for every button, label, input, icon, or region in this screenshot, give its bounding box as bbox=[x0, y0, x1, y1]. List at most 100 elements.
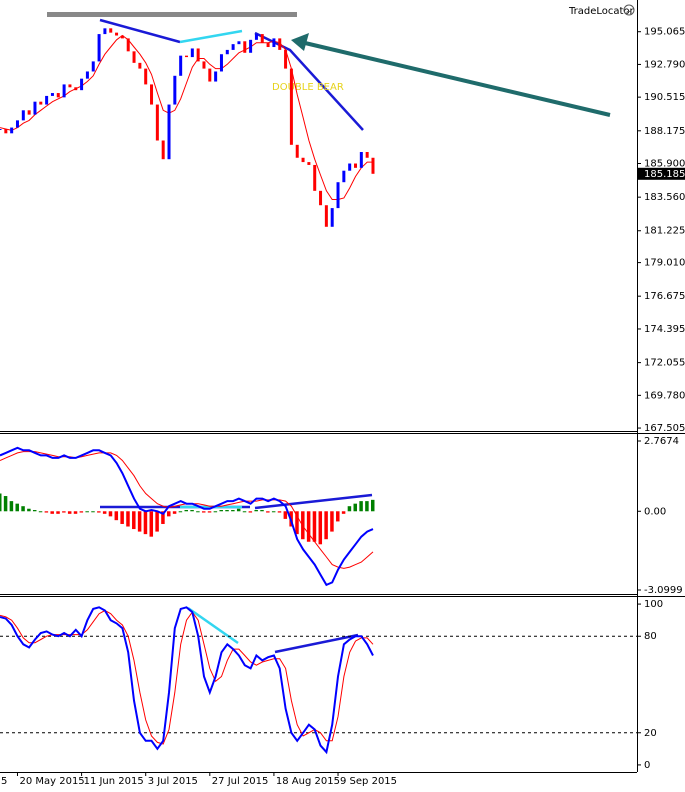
candle bbox=[313, 164, 317, 191]
y-tick-label: 0 bbox=[644, 760, 650, 771]
y-tick-label: 195.065 bbox=[644, 27, 685, 38]
histogram-bar bbox=[120, 511, 124, 524]
histogram-bar bbox=[324, 511, 328, 540]
candle bbox=[97, 34, 101, 62]
trendlines bbox=[99, 18, 373, 654]
histogram-bar bbox=[207, 511, 212, 513]
histogram-bar bbox=[254, 510, 258, 512]
histogram-bar bbox=[184, 510, 188, 512]
histogram-bar bbox=[213, 511, 218, 513]
histogram-bar bbox=[336, 511, 340, 522]
histogram-bar bbox=[370, 499, 375, 512]
candle bbox=[260, 34, 264, 43]
candle bbox=[0, 128, 2, 130]
candle bbox=[266, 42, 270, 48]
brand-icon bbox=[623, 4, 635, 16]
histogram-bar bbox=[359, 501, 363, 512]
current-price-box bbox=[638, 167, 685, 180]
histogram-bar bbox=[114, 511, 119, 521]
histogram-bar bbox=[85, 511, 89, 513]
histogram-bar bbox=[266, 511, 270, 513]
candle bbox=[39, 101, 43, 105]
candle bbox=[45, 95, 49, 105]
y-tick-label: 20 bbox=[644, 728, 657, 739]
candle bbox=[62, 84, 66, 98]
histogram-bar bbox=[149, 511, 154, 537]
histogram-bar bbox=[306, 511, 311, 542]
candle bbox=[208, 68, 212, 82]
histogram-bar bbox=[44, 511, 49, 513]
histogram-bar bbox=[73, 511, 78, 514]
histogram-bar bbox=[201, 511, 206, 513]
histogram-bar bbox=[248, 511, 253, 513]
histogram-bar bbox=[190, 510, 194, 512]
candle bbox=[109, 28, 113, 33]
x-tick-label: 11 Jun 2015 bbox=[84, 776, 144, 787]
candle bbox=[278, 38, 282, 50]
trendline bbox=[179, 29, 243, 44]
y-tick-label: 176.675 bbox=[644, 291, 685, 302]
y-tick-label: -3.0999 bbox=[644, 585, 683, 596]
histogram-bar bbox=[330, 511, 334, 532]
y-tick-label: 181.225 bbox=[644, 226, 685, 237]
y-tick-label: 192.790 bbox=[644, 59, 685, 70]
y-tick-label: 172.055 bbox=[644, 358, 685, 369]
candle bbox=[231, 44, 235, 50]
signal-line bbox=[0, 451, 374, 569]
candle bbox=[184, 55, 188, 58]
histogram-bar bbox=[132, 511, 136, 530]
histogram-bar bbox=[9, 501, 14, 512]
histogram-bar bbox=[353, 503, 358, 512]
histogram-bar bbox=[67, 511, 72, 514]
histogram-bar bbox=[32, 510, 37, 512]
histogram-bar bbox=[196, 511, 200, 513]
histogram-bar bbox=[260, 510, 264, 512]
candle bbox=[50, 93, 54, 96]
histogram-bar bbox=[79, 511, 84, 513]
pattern-label: DOUBLE BEAR bbox=[272, 82, 344, 93]
histogram-bar bbox=[62, 511, 66, 513]
histogram-bar bbox=[38, 511, 43, 513]
candle bbox=[319, 190, 323, 206]
trendline bbox=[254, 31, 364, 131]
candle bbox=[179, 55, 183, 76]
trendline bbox=[254, 493, 373, 510]
histogram-bar bbox=[231, 510, 235, 512]
x-tick-label: 18 Aug 2015 bbox=[276, 776, 340, 787]
x-tick-label: 9 Sep 2015 bbox=[340, 776, 397, 787]
histogram-bar bbox=[295, 511, 299, 535]
histogram-bar bbox=[271, 511, 276, 513]
candle bbox=[359, 152, 363, 168]
candle bbox=[237, 41, 241, 45]
candle bbox=[202, 61, 206, 69]
pointer-arrow bbox=[291, 33, 611, 117]
candle bbox=[365, 152, 369, 158]
y-tick-label: 174.395 bbox=[644, 324, 685, 335]
x-tick-label: 20 May 2015 bbox=[19, 776, 84, 787]
candle bbox=[138, 62, 142, 69]
histogram-bar bbox=[108, 511, 113, 517]
candle bbox=[132, 51, 136, 63]
candle bbox=[354, 163, 358, 168]
candle bbox=[284, 49, 288, 69]
y-tick-label: 190.515 bbox=[644, 92, 685, 103]
histogram-bar bbox=[97, 511, 101, 513]
candle bbox=[243, 41, 247, 53]
trendline bbox=[274, 633, 359, 654]
y-tick-label: 167.505 bbox=[644, 423, 685, 434]
candle bbox=[150, 84, 154, 105]
candle bbox=[10, 127, 14, 134]
trendline bbox=[99, 18, 181, 44]
x-tick-label: 3 Jul 2015 bbox=[148, 776, 198, 787]
candle bbox=[21, 110, 25, 121]
candle bbox=[307, 162, 311, 165]
histogram-bar bbox=[283, 511, 288, 519]
candle bbox=[249, 39, 253, 53]
candle bbox=[27, 110, 31, 115]
histogram-bar bbox=[242, 511, 247, 513]
candle bbox=[56, 93, 60, 98]
histogram-bar bbox=[236, 508, 241, 512]
y-tick-label: 169.780 bbox=[644, 390, 685, 401]
